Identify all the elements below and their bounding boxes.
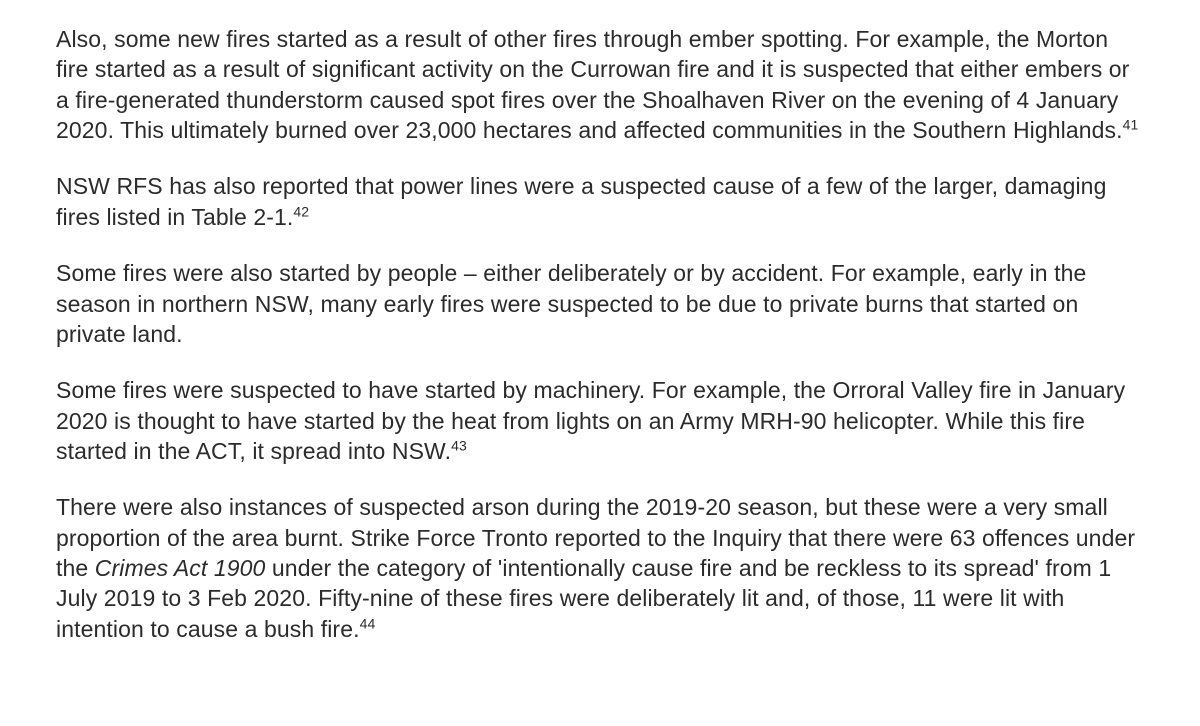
text-run: Some fires were also started by people –… (56, 260, 1086, 347)
italic-run: Crimes Act 1900 (95, 555, 266, 581)
footnote-ref: 41 (1123, 116, 1139, 132)
text-run: NSW RFS has also reported that power lin… (56, 173, 1106, 229)
footnote-ref: 42 (293, 203, 309, 219)
footnote-ref: 43 (451, 437, 467, 453)
paragraph: NSW RFS has also reported that power lin… (56, 171, 1144, 232)
footnote-ref: 44 (360, 615, 376, 631)
paragraph: Some fires were suspected to have starte… (56, 375, 1144, 466)
text-run: Also, some new fires started as a result… (56, 26, 1129, 143)
text-run: Some fires were suspected to have starte… (56, 377, 1125, 464)
paragraph: Some fires were also started by people –… (56, 258, 1144, 349)
paragraph: There were also instances of suspected a… (56, 492, 1144, 644)
paragraph: Also, some new fires started as a result… (56, 24, 1144, 145)
document-page: Also, some new fires started as a result… (0, 0, 1200, 726)
